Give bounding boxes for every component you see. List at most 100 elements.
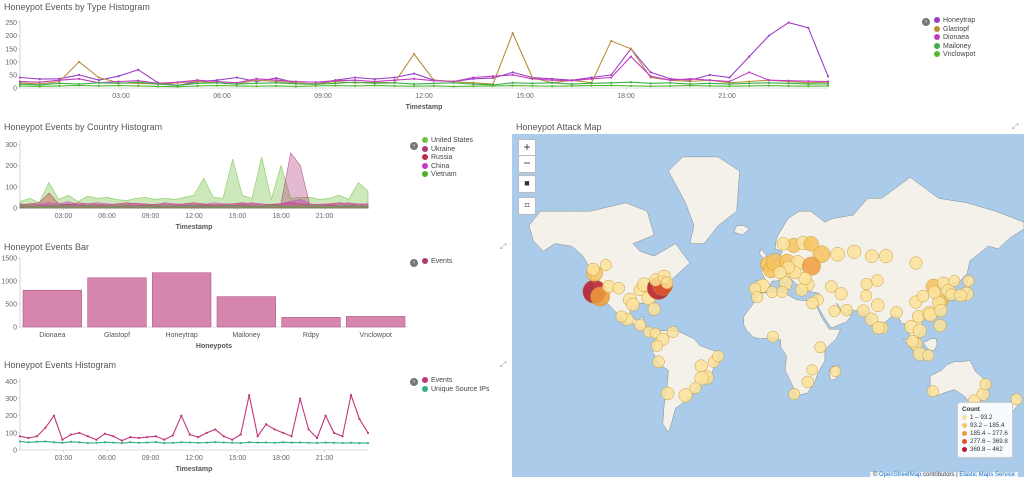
- data-point: [146, 436, 149, 439]
- attack-marker: [830, 246, 845, 262]
- data-point: [197, 436, 200, 439]
- legend-label: United States: [431, 137, 474, 144]
- legend-toggle-icon[interactable]: ›: [922, 18, 930, 26]
- legend-toggle-icon[interactable]: ›: [410, 259, 418, 267]
- attack-marker: [660, 386, 675, 401]
- data-point: [215, 81, 219, 84]
- expand-icon[interactable]: ⤢: [500, 242, 507, 251]
- data-point: [393, 81, 396, 84]
- legend-item[interactable]: Vnclowpot: [934, 51, 975, 60]
- data-point: [807, 85, 810, 88]
- legend-toggle-icon[interactable]: ›: [410, 378, 418, 386]
- data-point: [86, 435, 90, 438]
- data-point: [341, 441, 344, 445]
- data-point: [58, 79, 61, 82]
- data-point: [413, 52, 416, 56]
- data-point: [146, 441, 149, 444]
- legend-label: Mailoney: [943, 42, 972, 50]
- legend-item[interactable]: China: [422, 162, 473, 172]
- data-point: [393, 84, 396, 88]
- data-point: [282, 441, 285, 444]
- y-tick-label: 50: [9, 72, 17, 79]
- legend-dot-icon: [422, 145, 428, 152]
- data-point: [163, 438, 166, 441]
- data-point: [112, 435, 115, 438]
- data-point: [324, 441, 327, 444]
- data-point: [197, 441, 200, 444]
- attack-marker: [954, 288, 968, 303]
- data-point: [78, 441, 81, 444]
- legend-item[interactable]: Unique Source IPs: [422, 385, 489, 395]
- data-point: [275, 76, 278, 80]
- data-point: [550, 85, 554, 88]
- data-point: [239, 433, 242, 436]
- ems-link[interactable]: Elastic Maps Service: [959, 472, 1015, 478]
- x-tick-label: 12:00: [415, 93, 433, 100]
- legend-label: Russia: [431, 154, 453, 161]
- attack-marker: [666, 325, 679, 338]
- x-tick-label: 12:00: [185, 455, 203, 462]
- legend-item[interactable]: United States: [422, 137, 473, 146]
- attack-marker: [926, 385, 939, 398]
- data-point: [511, 84, 514, 87]
- attack-marker: [776, 237, 790, 251]
- legend-item[interactable]: Mailoney: [934, 42, 975, 52]
- zoom-out-button[interactable]: −: [518, 155, 536, 173]
- data-point: [294, 82, 298, 85]
- legend-item[interactable]: Ukraine: [422, 145, 473, 155]
- data-point: [452, 81, 455, 84]
- data-point: [117, 80, 120, 83]
- data-point: [334, 79, 337, 82]
- attack-marker: [909, 256, 923, 270]
- data-point: [275, 84, 278, 88]
- legend-item[interactable]: Events: [422, 258, 452, 267]
- data-point: [154, 435, 157, 438]
- events-bar-chart: 0 500 1000 1500 Honeypots Dionaea Glastopf Hone…: [1, 256, 408, 350]
- x-axis-label: Timestamp: [406, 104, 443, 111]
- expand-icon[interactable]: ⤢: [500, 360, 507, 369]
- attack-map[interactable]: [512, 134, 1024, 477]
- data-point: [341, 435, 344, 438]
- legend-dot-icon: [934, 25, 940, 32]
- data-point: [472, 76, 475, 79]
- data-point: [265, 423, 268, 426]
- data-point: [531, 82, 534, 85]
- data-point: [413, 85, 416, 88]
- legend-item[interactable]: Honeytrap: [934, 17, 975, 26]
- data-point: [610, 81, 613, 84]
- draw-rectangle-button[interactable]: ■: [518, 175, 536, 193]
- y-tick-label: 200: [5, 33, 17, 40]
- crop-tool-button[interactable]: ⌗: [518, 197, 536, 215]
- bar: [22, 289, 82, 328]
- data-point: [728, 85, 731, 88]
- osm-link[interactable]: OpenStreetMap: [879, 472, 922, 478]
- data-point: [748, 55, 751, 58]
- data-point: [255, 77, 258, 80]
- legend-label: Vietnam: [431, 171, 457, 178]
- legend-item[interactable]: Dionaea: [934, 34, 975, 43]
- map-legend-label: 93.2 – 185.4: [970, 422, 1005, 429]
- data-point: [256, 441, 259, 444]
- attack-marker: [934, 304, 948, 318]
- legend-item[interactable]: Russia: [422, 154, 473, 163]
- series-area: [19, 205, 369, 209]
- legend-dot-icon: [934, 42, 940, 49]
- legend-item[interactable]: Glastopf: [934, 25, 975, 35]
- data-point: [767, 34, 770, 37]
- data-point: [214, 441, 217, 444]
- attack-marker: [962, 275, 975, 287]
- map-legend-label: 185.4 – 277.6: [970, 430, 1008, 437]
- data-point: [78, 431, 81, 434]
- y-tick-label: 100: [5, 184, 17, 191]
- x-tick-label: 18:00: [272, 455, 290, 462]
- data-point: [294, 80, 298, 83]
- data-point: [373, 82, 376, 85]
- map-legend-item: 277.6 – 369.8: [962, 438, 1008, 446]
- expand-icon[interactable]: ⤢: [1012, 122, 1019, 131]
- data-point: [78, 84, 81, 87]
- legend-item[interactable]: Events: [422, 377, 489, 386]
- legend-toggle-icon[interactable]: ›: [410, 142, 418, 150]
- series-area: [19, 192, 369, 209]
- x-tick-label: 15:00: [229, 455, 247, 462]
- legend-item[interactable]: Vietnam: [422, 171, 473, 180]
